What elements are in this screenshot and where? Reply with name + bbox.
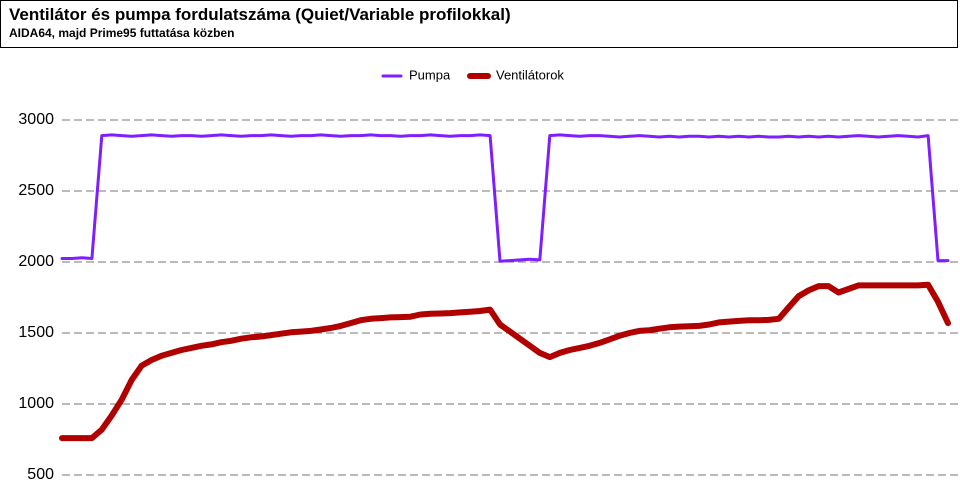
y-tick-label: 2000 (18, 253, 54, 270)
data-line (60, 133, 950, 263)
y-tick-label: 2500 (18, 182, 54, 199)
legend-label: Ventilátorok (496, 67, 564, 82)
data-line (59, 281, 951, 442)
chart-subtitle: AIDA64, majd Prime95 futtatása közben (9, 26, 235, 40)
title-box: Ventilátor és pumpa fordulatszáma (Quiet… (0, 0, 958, 48)
y-tick-label: 3000 (18, 111, 54, 128)
y-tick-label: 500 (27, 466, 54, 483)
y-tick-label: 1500 (18, 324, 54, 341)
y-tick-label: 1000 (18, 395, 54, 412)
legend-label: Pumpa (409, 67, 451, 82)
chart-title: Ventilátor és pumpa fordulatszáma (Quiet… (9, 5, 511, 24)
